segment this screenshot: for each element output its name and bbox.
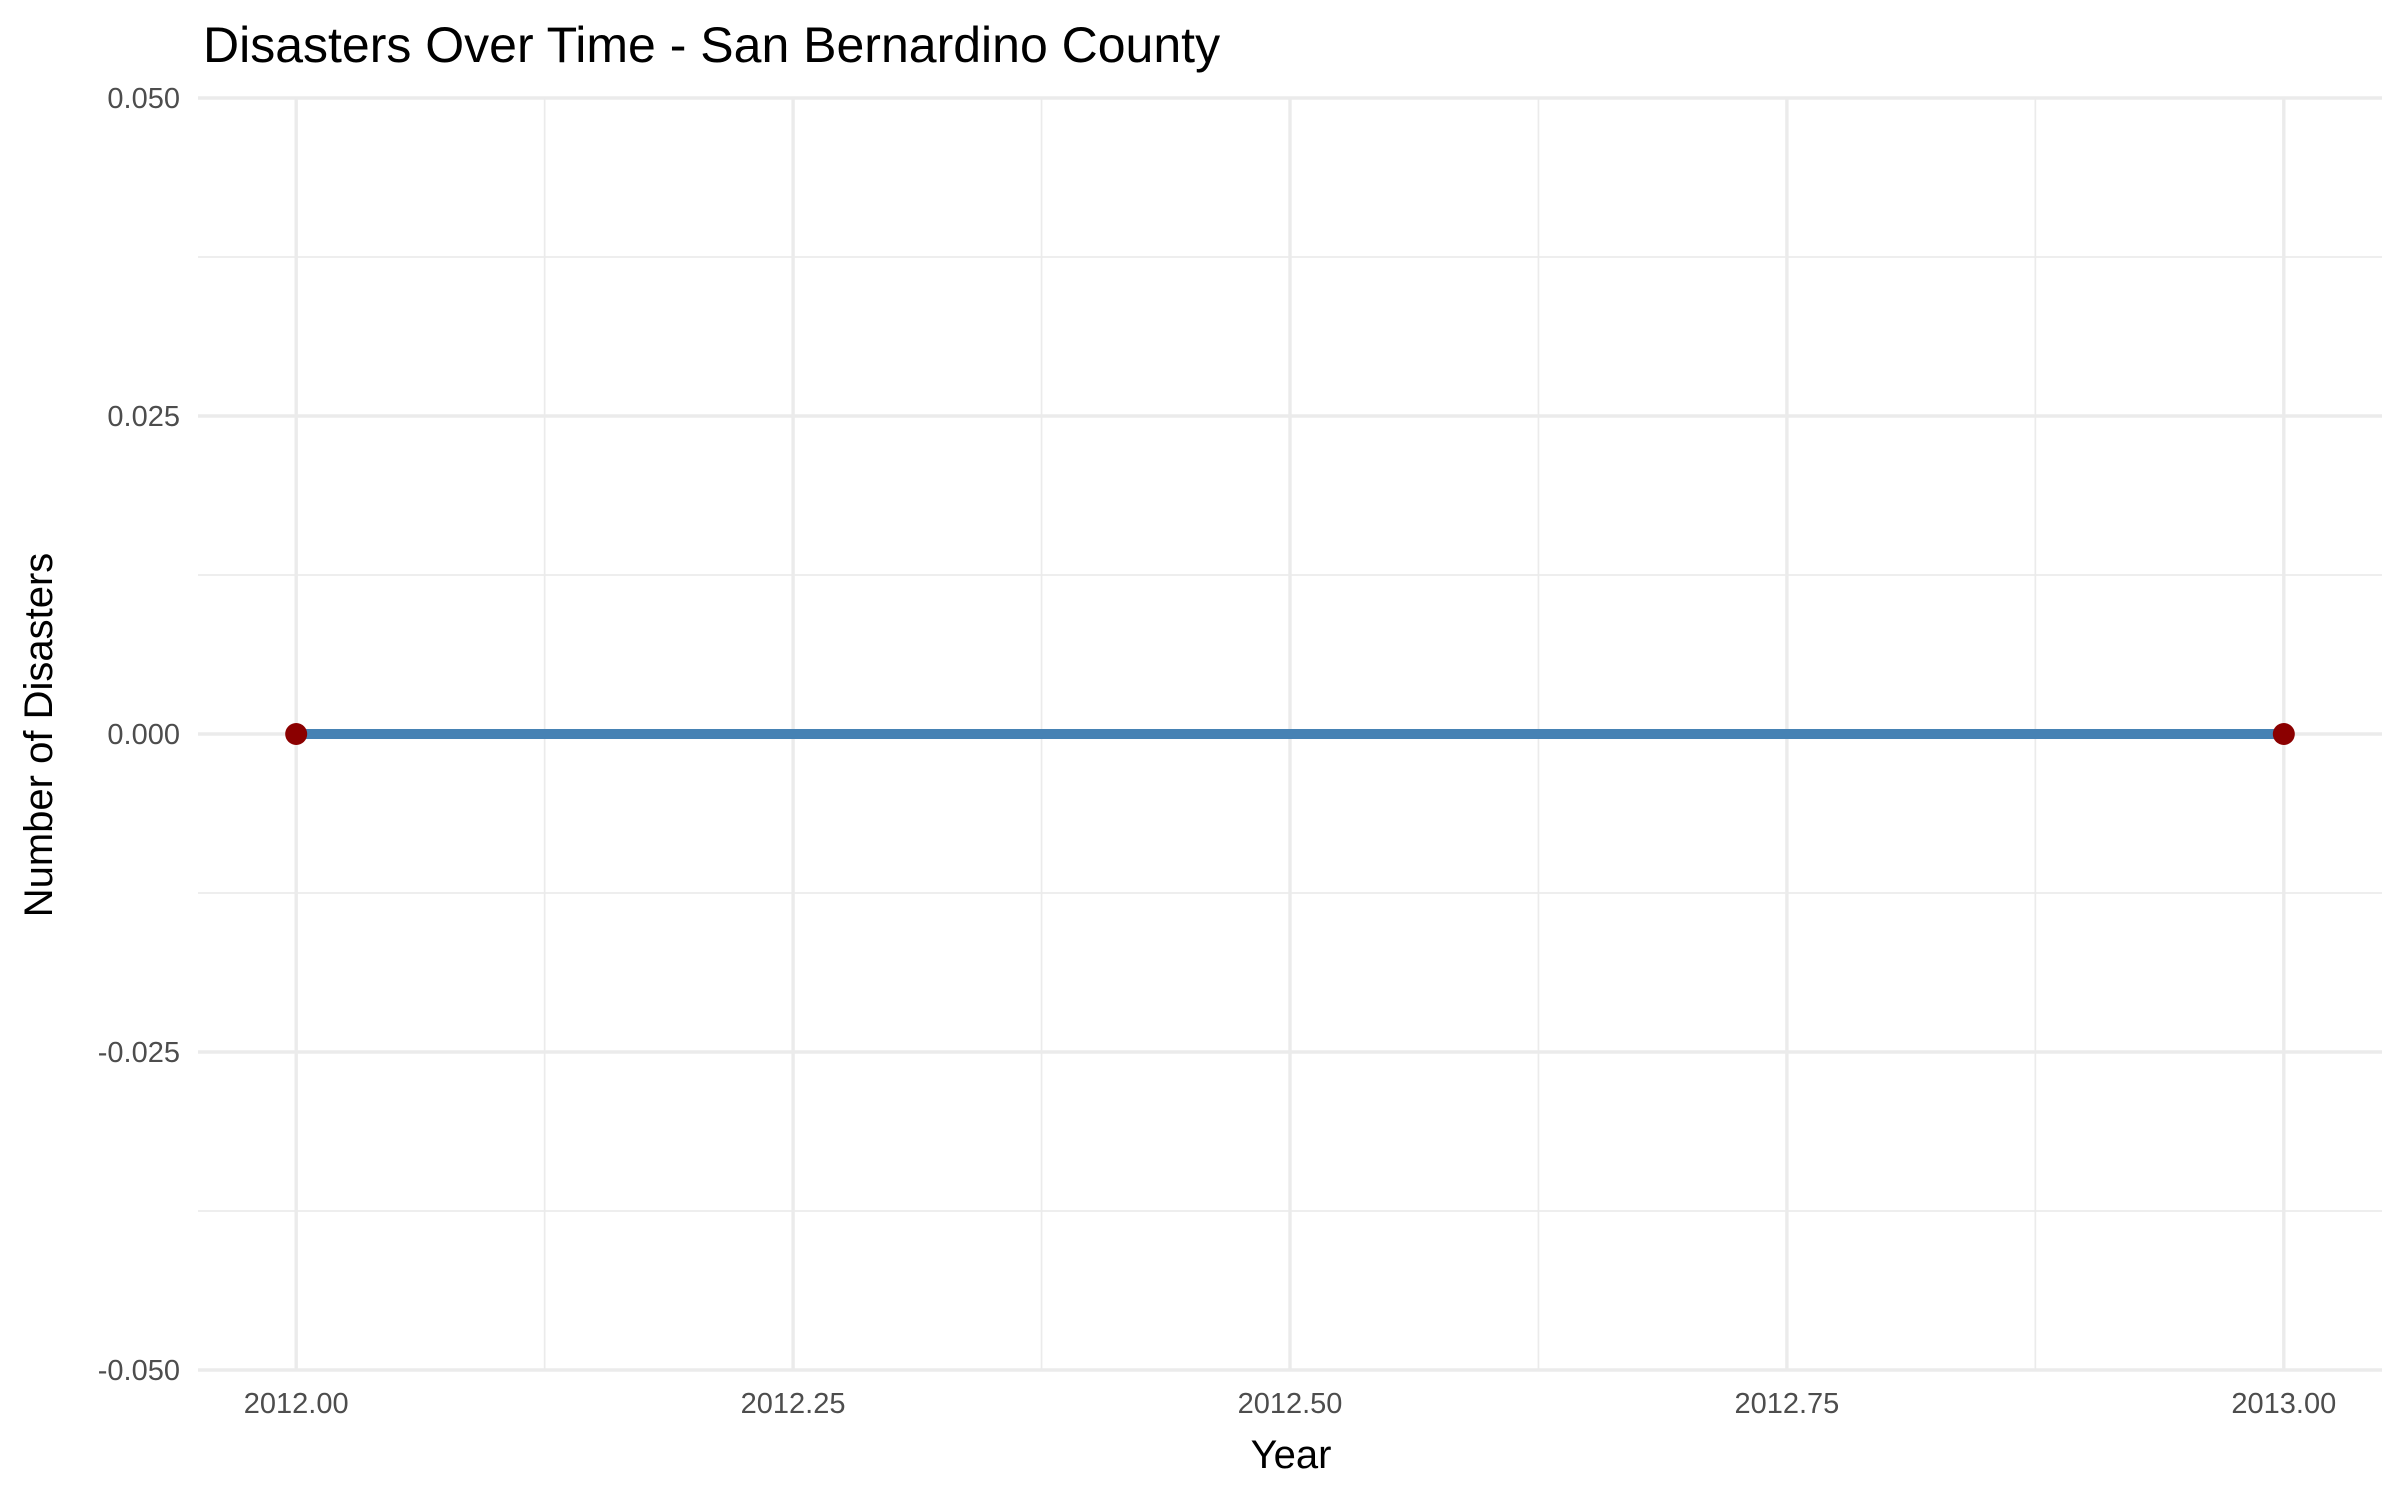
x-tick-label: 2012.75 — [1734, 1388, 1839, 1420]
y-tick-label: 0.000 — [107, 719, 180, 751]
data-point — [285, 723, 308, 745]
x-axis-label: Year — [1251, 1433, 1332, 1477]
data-point — [2272, 723, 2295, 745]
y-tick-label: 0.050 — [107, 83, 180, 115]
y-tick-label: 0.025 — [107, 401, 180, 433]
y-axis: -0.050 -0.025 0.000 0.025 0.050 — [98, 83, 180, 1387]
y-tick-label: -0.050 — [98, 1355, 180, 1387]
x-axis: 2012.00 2012.25 2012.50 2012.75 2013.00 — [244, 1388, 2336, 1420]
x-tick-label: 2012.25 — [741, 1388, 846, 1420]
series-layer — [285, 723, 2295, 745]
y-tick-label: -0.025 — [98, 1037, 180, 1069]
y-axis-label: Number of Disasters — [17, 553, 61, 918]
x-tick-label: 2012.00 — [244, 1388, 349, 1420]
x-tick-label: 2012.50 — [1238, 1388, 1343, 1420]
x-tick-label: 2013.00 — [2231, 1388, 2336, 1420]
chart-title: Disasters Over Time - San Bernardino Cou… — [203, 17, 1220, 73]
